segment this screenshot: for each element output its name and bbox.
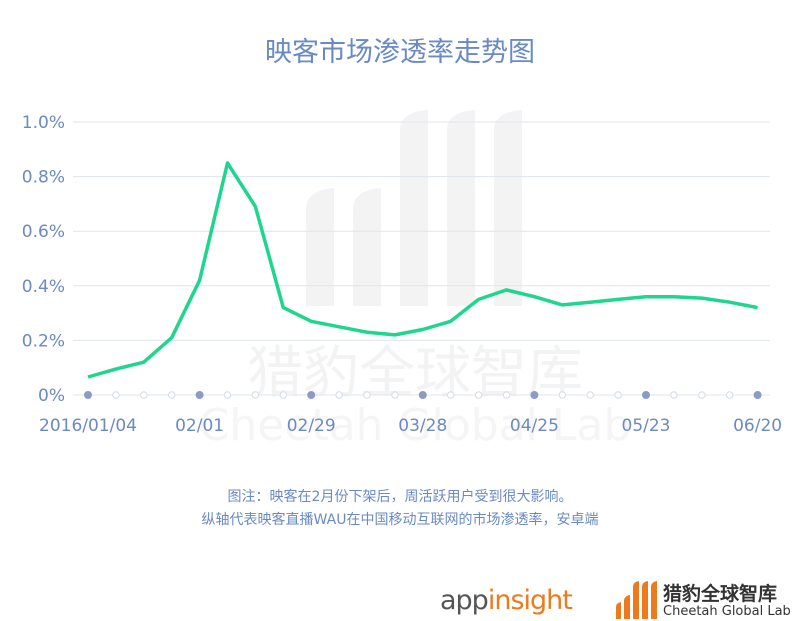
y-tick-label: 0% (38, 386, 65, 406)
cheetah-bars-icon (616, 581, 657, 619)
x-tick-dot (335, 391, 343, 399)
x-tick-dot-major (753, 391, 762, 399)
x-tick-dot (251, 391, 260, 399)
x-tick-dot (726, 391, 734, 399)
x-axis: 2016/01/04 02/01 02/29 03/28 04/25 05/23 06/20 (39, 391, 782, 436)
x-tick-dot (447, 391, 455, 399)
x-tick-dot-major (530, 391, 539, 399)
x-tick-dot (586, 391, 594, 399)
x-tick-label: 06/20 (733, 416, 782, 436)
y-tick-label: 1.0% (22, 113, 65, 133)
x-tick-dot (502, 391, 511, 399)
cheetah-logo-cn: 猎豹全球智库 (663, 583, 778, 605)
x-tick-dot-major (642, 391, 650, 399)
x-tick-dot (168, 391, 176, 399)
note-line-2: 纵轴代表映客直播WAU在中国移动互联网的市场渗透率，安卓端 (201, 512, 599, 528)
chart-title: 映客市场渗透率走势图 (265, 37, 535, 68)
appinsight-logo-insight: insight (487, 585, 573, 616)
x-tick-label: 05/23 (622, 416, 671, 436)
note-line-1: 图注：映客在2月份下架后，周活跃用户受到很大影响。 (227, 489, 573, 505)
x-tick-dot-major (307, 391, 316, 399)
cheetah-logo-en: Cheetah Global Lab (663, 604, 791, 619)
x-tick-label: 03/28 (398, 416, 447, 436)
x-tick-dot (140, 391, 148, 399)
x-tick-dot (223, 391, 232, 399)
watermark-en: Cheetah Global Lab (199, 400, 632, 451)
watermark-bars-icon (306, 110, 522, 306)
x-tick-label: 02/01 (175, 416, 224, 436)
x-tick-dot-major (418, 391, 427, 399)
series-line (87, 161, 758, 379)
y-tick-label: 0.2% (22, 331, 65, 351)
x-tick-dot-major (195, 391, 204, 399)
x-tick-dot (670, 391, 678, 399)
x-tick-label: 04/25 (510, 416, 559, 436)
x-tick-dot (474, 391, 483, 399)
y-axis-labels: 0% 0.2% 0.4% 0.6% 0.8% 1.0% (22, 113, 65, 406)
appinsight-logo-app: app (440, 585, 489, 616)
y-tick-label: 0.4% (22, 277, 65, 297)
x-tick-dot (363, 391, 371, 399)
x-tick-dot (614, 391, 622, 399)
x-tick-dot (391, 391, 399, 399)
y-tick-label: 0.8% (22, 168, 65, 188)
x-tick-dot (698, 391, 706, 399)
grid-lines (73, 121, 770, 396)
x-tick-dot (112, 391, 120, 399)
x-tick-label: 2016/01/04 (39, 416, 137, 436)
x-tick-dot-major (84, 391, 92, 399)
line-chart: 猎豹全球智库 Cheetah Global Lab 0%0.2%0.4%0.6%… (21, 110, 783, 451)
x-tick-label: 02/29 (287, 416, 336, 436)
y-tick-label: 0.6% (22, 222, 65, 242)
appinsight-logo: appinsight (440, 585, 573, 616)
x-tick-dot (558, 391, 566, 399)
x-tick-dot (279, 391, 287, 399)
